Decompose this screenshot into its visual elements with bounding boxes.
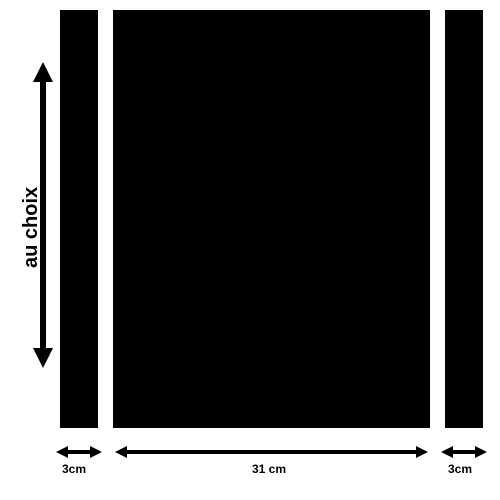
width-label-left: 3cm bbox=[62, 462, 86, 476]
width-label-center: 31 cm bbox=[252, 462, 286, 476]
panel-center bbox=[113, 10, 430, 428]
width-label-right: 3cm bbox=[448, 462, 472, 476]
diagram-stage: 2cm 2cm au choix 3cm 31 cm 3cm bbox=[0, 0, 500, 500]
width-arrow-left bbox=[66, 450, 92, 454]
height-label: au choix bbox=[20, 187, 43, 268]
gap-label-right: 2cm bbox=[432, 428, 454, 440]
width-arrow-center bbox=[125, 450, 418, 454]
panel-left bbox=[60, 10, 98, 428]
panel-right bbox=[445, 10, 483, 428]
width-arrow-right bbox=[451, 450, 477, 454]
gap-label-left: 2cm bbox=[100, 428, 122, 440]
